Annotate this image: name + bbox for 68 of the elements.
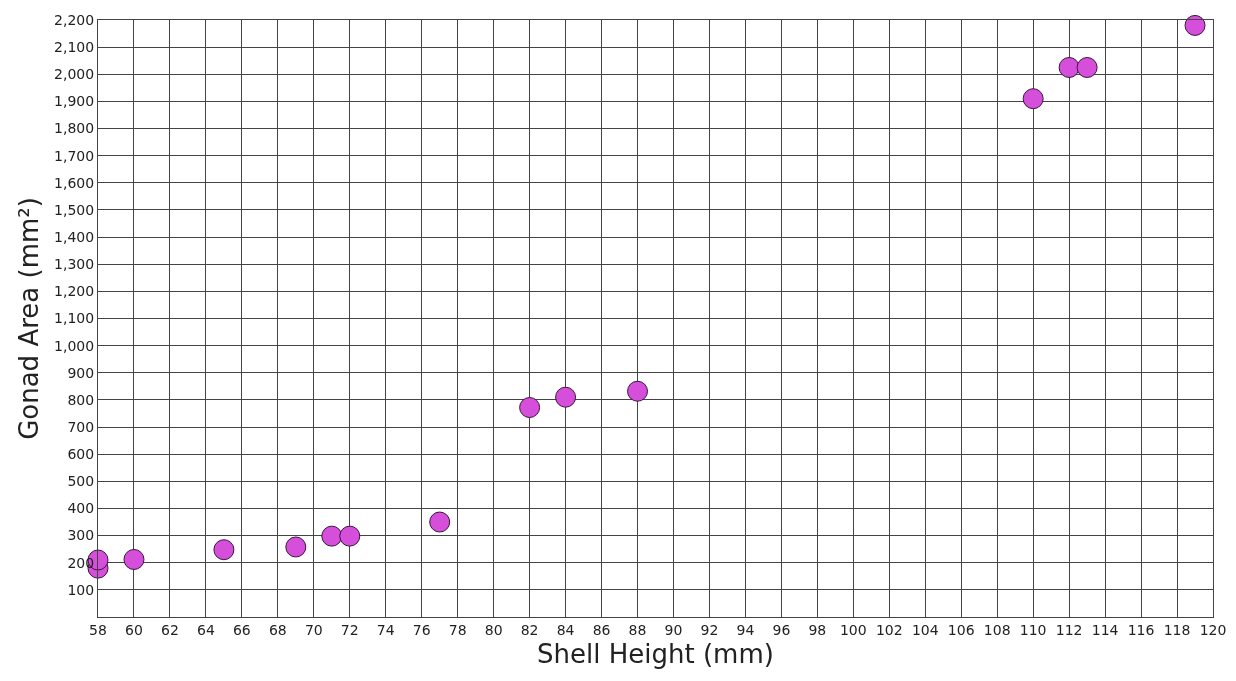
x-tick-label: 70 xyxy=(304,621,323,638)
x-tick-label: 94 xyxy=(736,621,755,638)
point xyxy=(123,548,145,570)
y-tick-label: 2,100 xyxy=(54,39,95,56)
x-tick-label: 96 xyxy=(772,621,791,638)
y-tick-label: 600 xyxy=(67,446,95,463)
x-tick-label: 66 xyxy=(232,621,251,638)
y-tick-label: 1,700 xyxy=(54,147,95,164)
x-tick-label: 68 xyxy=(268,621,287,638)
x-tick-label: 106 xyxy=(947,621,975,638)
x-tick-label: 76 xyxy=(412,621,431,638)
x-axis-title: Shell Height (mm) xyxy=(537,639,774,670)
x-tick-label: 62 xyxy=(161,621,179,638)
y-tick-label: 2,000 xyxy=(54,66,95,83)
x-tick-label: 98 xyxy=(808,621,827,638)
x-tick-label: 90 xyxy=(664,621,683,638)
y-tick-label: 700 xyxy=(67,418,95,435)
x-tick-label: 114 xyxy=(1091,621,1119,638)
x-tick-label: 118 xyxy=(1163,621,1191,638)
point xyxy=(213,539,235,561)
x-tick-label: 58 xyxy=(89,621,107,638)
y-tick-label: 1,300 xyxy=(54,256,95,273)
y-tick-label: 500 xyxy=(67,473,95,490)
y-tick-label: 1,600 xyxy=(54,174,95,191)
y-tick-label: 1,100 xyxy=(54,310,95,327)
x-tick-label: 102 xyxy=(875,621,903,638)
y-tick-label: 100 xyxy=(67,581,95,598)
y-tick-label: 1,900 xyxy=(54,93,95,110)
x-tick-label: 120 xyxy=(1199,621,1227,638)
y-tick-label: 800 xyxy=(67,391,95,408)
point xyxy=(1022,88,1044,110)
y-tick-label: 1,400 xyxy=(54,228,95,245)
point xyxy=(627,380,649,402)
x-tick-label: 112 xyxy=(1055,621,1083,638)
y-tick-label: 900 xyxy=(67,364,95,381)
y-tick-label: 1,000 xyxy=(54,337,95,354)
point xyxy=(519,397,541,418)
x-tick-label: 60 xyxy=(125,621,143,638)
point xyxy=(1184,14,1206,36)
point xyxy=(555,386,577,408)
x-tick-label: 78 xyxy=(448,621,467,638)
x-tick-label: 116 xyxy=(1127,621,1155,638)
x-tick-label: 84 xyxy=(556,621,575,638)
y-tick-label: 400 xyxy=(67,500,95,517)
x-tick-label: 104 xyxy=(911,621,939,638)
x-tick-label: 88 xyxy=(628,621,647,638)
x-tick-label: 100 xyxy=(839,621,867,638)
point xyxy=(1076,56,1098,78)
point xyxy=(285,536,307,558)
point xyxy=(339,525,361,547)
y-tick-label: 2,200 xyxy=(54,11,95,28)
x-tick-label: 64 xyxy=(196,621,215,638)
x-tick-label: 74 xyxy=(376,621,395,638)
y-tick-label: 1,500 xyxy=(54,201,95,218)
x-tick-label: 82 xyxy=(520,621,539,638)
point xyxy=(1058,56,1080,78)
x-tick-label: 108 xyxy=(983,621,1011,638)
y-tick-label: 1,200 xyxy=(54,283,95,300)
x-tick-label: 92 xyxy=(700,621,719,638)
x-tick-label: 80 xyxy=(484,621,503,638)
x-tick-label: 72 xyxy=(340,621,359,638)
point xyxy=(321,525,343,547)
point xyxy=(429,511,451,533)
y-tick-label: 1,800 xyxy=(54,120,95,137)
x-tick-label: 110 xyxy=(1019,621,1047,638)
x-tick-label: 86 xyxy=(592,621,611,638)
y-axis-title: Gonad Area (mm²) xyxy=(13,197,44,440)
y-tick-label: 300 xyxy=(67,527,95,544)
